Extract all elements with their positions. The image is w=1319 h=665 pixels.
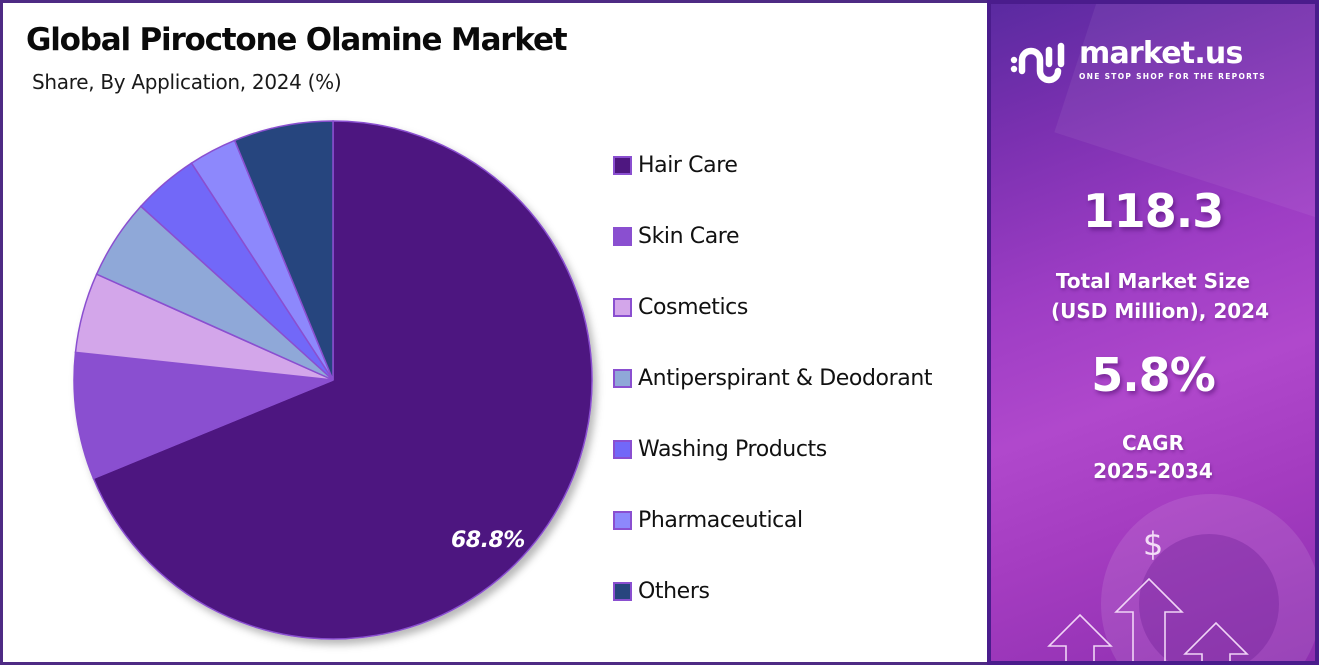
- background-decor-cup-inner: [1139, 534, 1279, 661]
- cagr-value: 5.8%: [1091, 348, 1216, 402]
- legend-item-hair-care[interactable]: Hair Care: [613, 150, 738, 180]
- legend-label: Hair Care: [638, 152, 738, 178]
- legend-label: Pharmaceutical: [638, 507, 803, 533]
- legend-item-washing-products[interactable]: Washing Products: [613, 434, 827, 464]
- legend-swatch: [613, 155, 632, 175]
- legend-label: Antiperspirant & Deodorant: [638, 365, 933, 391]
- chart-title: Global Piroctone Olamine Market: [26, 22, 568, 58]
- market-size-label-line2: (USD Million), 2024: [1050, 299, 1270, 323]
- market-size-label-line1: Total Market Size: [1055, 269, 1251, 293]
- legend-swatch: [613, 297, 632, 317]
- pie-slice-others[interactable]: [233, 120, 334, 381]
- legend-swatch: [613, 581, 632, 601]
- background-decor-cup: [1101, 494, 1315, 661]
- market-size-value: 118.3: [1082, 184, 1225, 238]
- summary-panel: market.us ONE STOP SHOP FOR THE REPORTS …: [987, 0, 1319, 665]
- legend-swatch: [613, 226, 632, 246]
- legend-swatch: [613, 368, 632, 388]
- pie-slice-hair-care[interactable]: [92, 120, 593, 640]
- growth-arrows-icon: $: [991, 509, 1315, 661]
- legend-item-cosmetics[interactable]: Cosmetics: [613, 292, 748, 322]
- brand-logo[interactable]: market.us ONE STOP SHOP FOR THE REPORTS: [1009, 38, 1266, 84]
- pie-chart-svg: [73, 120, 593, 640]
- legend-label: Cosmetics: [638, 294, 748, 320]
- legend-swatch: [613, 439, 632, 459]
- dollar-sign-icon: $: [1143, 525, 1163, 563]
- chart-subtitle: Share, By Application, 2024 (%): [32, 70, 342, 94]
- legend-label: Washing Products: [638, 436, 827, 462]
- legend-item-others[interactable]: Others: [613, 576, 710, 606]
- pie-chart: 68.8%: [60, 108, 606, 654]
- legend-label: Skin Care: [638, 223, 740, 249]
- brand-name: market.us: [1079, 36, 1243, 71]
- legend-item-skin-care[interactable]: Skin Care: [613, 221, 739, 251]
- legend-item-pharmaceutical[interactable]: Pharmaceutical: [613, 505, 803, 535]
- legend-label: Others: [638, 578, 710, 604]
- pie-data-label-hair-care: 68.8%: [451, 528, 525, 553]
- market-us-logo-icon: [1010, 42, 1065, 84]
- cagr-label-line1: CAGR: [1122, 431, 1184, 455]
- brand-tagline: ONE STOP SHOP FOR THE REPORTS: [1079, 72, 1266, 81]
- legend-swatch: [613, 510, 632, 530]
- legend-item-antiperspirant-deodorant[interactable]: Antiperspirant & Deodorant: [613, 363, 933, 393]
- pie-slice-skin-care[interactable]: [73, 351, 334, 480]
- cagr-label-line2: 2025-2034: [1093, 459, 1213, 483]
